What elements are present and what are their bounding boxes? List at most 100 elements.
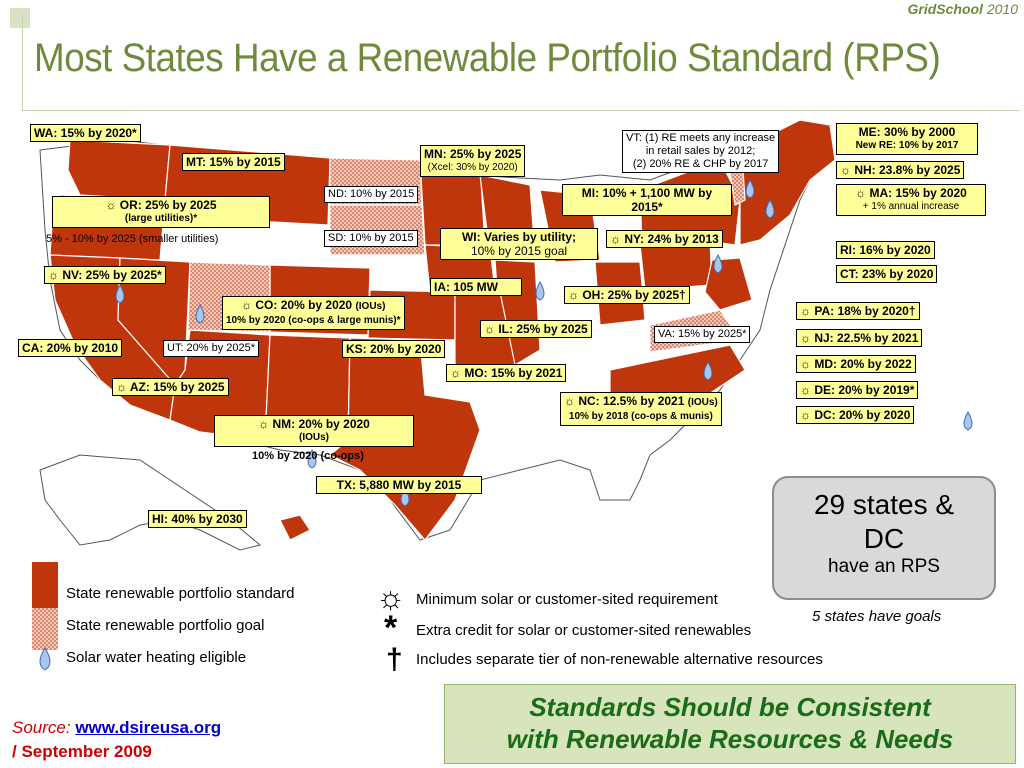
label-sd: SD: 10% by 2015 [324,230,418,247]
dagger-icon: † [386,643,403,676]
drop-ma-icon [765,198,775,219]
label-co-ious: (IOUs) [355,301,386,312]
asterisk-icon: * [384,609,398,647]
state-wa [67,139,171,201]
drop-ny-icon [745,178,755,199]
legend-sun-text: Minimum solar or customer-sited requirem… [416,591,718,608]
label-mn: MN: 25% by 2025 (Xcel: 30% by 2020) [420,145,526,177]
label-ia: IA: 105 MW [430,278,522,296]
label-nc-sub: 10% by 2018 (co-ops & munis) [568,411,713,422]
label-nc: ☼ NC: 12.5% by 2021 (IOUs) 10% by 2018 (… [560,392,722,426]
label-wi: WI: Varies by utility; 10% by 2015 goal [440,228,598,260]
label-vt: VT: (1) RE meets any increase in retail … [622,130,780,173]
label-or-main: ☼ OR: 25% by 2025 [105,198,217,212]
label-me-sub: New RE: 10% by 2017 [855,140,959,151]
goals-note: 5 states have goals [812,608,942,625]
label-mn-sub: (Xcel: 30% by 2020) [427,162,518,173]
state-ak [39,454,262,551]
label-md: ☼ MD: 20% by 2022 [796,355,916,373]
source-label: Source: [12,718,71,737]
label-vt-1: VT: (1) RE meets any increase [626,132,776,144]
label-co-sub: 10% by 2020 (co-ops & large munis)* [226,315,401,326]
drop-nm-icon [307,448,317,469]
title-rule-horizontal [22,110,1020,111]
label-nm-ious: (IOUs) [299,432,329,443]
label-nm-main: ☼ NM: 20% by 2020 [258,417,370,431]
conclusion-line1: Standards Should be Consistent [529,692,931,722]
label-nj: ☼ NJ: 22.5% by 2021 [796,329,923,347]
label-nc-main: ☼ NC: 12.5% by 2021 [564,394,685,408]
brand-name: GridSchool [907,1,983,17]
label-nh: ☼ NH: 23.8% by 2025 [836,161,965,179]
conclusion-box: Standards Should be Consistent with Rene… [444,684,1016,764]
label-or-small: 5% - 10% by 2025 (smaller utilities) [46,233,219,245]
summary-box: 29 states & DC have an RPS [772,476,996,600]
label-wi-sub: 10% by 2015 goal [470,244,568,258]
slide-title: Most States Have a Renewable Portfolio S… [34,36,941,80]
label-nv: ☼ NV: 25% by 2025* [44,266,166,284]
summary-line2: DC [863,523,905,554]
label-il: ☼ IL: 25% by 2025 [480,320,592,338]
source-link[interactable]: www.dsireusa.org [75,718,222,737]
label-or-sub: (large utilities)* [124,213,198,224]
label-co-main: ☼ CO: 20% by 2020 [241,298,353,312]
label-mn-main: MN: 25% by 2025 [424,147,522,161]
label-wi-main: WI: Varies by utility; [461,230,577,244]
label-oh: ☼ OH: 25% by 2025† [564,286,690,304]
drop-nc-icon [703,360,713,381]
label-nc-ious: (IOUs) [687,397,718,408]
brand-year: 2010 [986,1,1018,17]
label-vt-3: (2) 20% RE & CHP by 2017 [632,158,769,170]
label-co: ☼ CO: 20% by 2020 (IOUs) 10% by 2020 (co… [222,296,405,330]
label-ri: RI: 16% by 2020 [836,241,935,259]
legend-standard-text: State renewable portfolio standard [66,585,295,602]
legend-swatches [32,562,58,671]
label-hi: HI: 40% by 2030 [148,510,247,528]
source-citation: Source: www.dsireusa.org / September 200… [12,716,221,764]
label-va: VA: 15% by 2025* [654,326,751,343]
label-ma: ☼ MA: 15% by 2020 + 1% annual increase [836,184,986,216]
legend-solar-water-text: Solar water heating eligible [66,649,247,666]
drop-nv-icon [115,283,125,304]
label-dc: ☼ DC: 20% by 2020 [796,406,915,424]
drop-oh-icon [713,253,723,274]
legend-star-text: Extra credit for solar or customer-sited… [416,622,752,639]
label-ct: CT: 23% by 2020 [836,265,938,283]
legend-standard-swatch [32,562,58,608]
label-ny: ☼ NY: 24% by 2013 [606,230,723,248]
corner-decoration [10,8,30,28]
solar-water-drop-icon [39,647,51,671]
label-mo: ☼ MO: 15% by 2021 [446,364,567,382]
drop-mn-icon [535,280,545,301]
label-nd: ND: 10% by 2015 [324,186,419,203]
label-ut: UT: 20% by 2025* [163,340,260,357]
drop-dc-icon [963,410,973,431]
label-tx: TX: 5,880 MW by 2015 [316,476,482,494]
label-ca: CA: 20% by 2010 [18,339,123,357]
label-mt: MT: 15% by 2015 [182,153,285,171]
legend-goal-text: State renewable portfolio goal [66,617,265,634]
label-me-main: ME: 30% by 2000 [858,125,956,139]
label-wa: WA: 15% by 2020* [30,124,141,142]
label-me: ME: 30% by 2000 New RE: 10% by 2017 [836,123,978,155]
label-az: ☼ AZ: 15% by 2025 [112,378,229,396]
label-ma-sub: + 1% annual increase [862,201,960,212]
drop-ut-icon [195,303,205,324]
label-ks: KS: 20% by 2020 [342,340,446,358]
state-hi [279,514,311,541]
summary-line3: have an RPS [828,556,940,577]
summary-line1: 29 states & [813,489,955,520]
label-nm: ☼ NM: 20% by 2020 (IOUs) [214,415,414,447]
label-mi: MI: 10% + 1,100 MW by 2015* [562,184,732,216]
label-de: ☼ DE: 20% by 2019* [796,381,919,399]
label-vt-2: in retail sales by 2012; [645,145,756,157]
label-nm-sub: 10% by 2020 (co-ops) [252,450,364,462]
label-pa: ☼ PA: 18% by 2020† [796,302,920,320]
source-date: / September 2009 [12,742,152,761]
conclusion-line2: with Renewable Resources & Needs [506,724,954,754]
legend-goal-swatch [32,608,58,650]
legend-dagger-text: Includes separate tier of non-renewable … [416,651,823,668]
label-or: ☼ OR: 25% by 2025 (large utilities)* [52,196,270,228]
title-rule-vertical [22,14,23,110]
brand-mark: GridSchool 2010 [908,1,1019,17]
